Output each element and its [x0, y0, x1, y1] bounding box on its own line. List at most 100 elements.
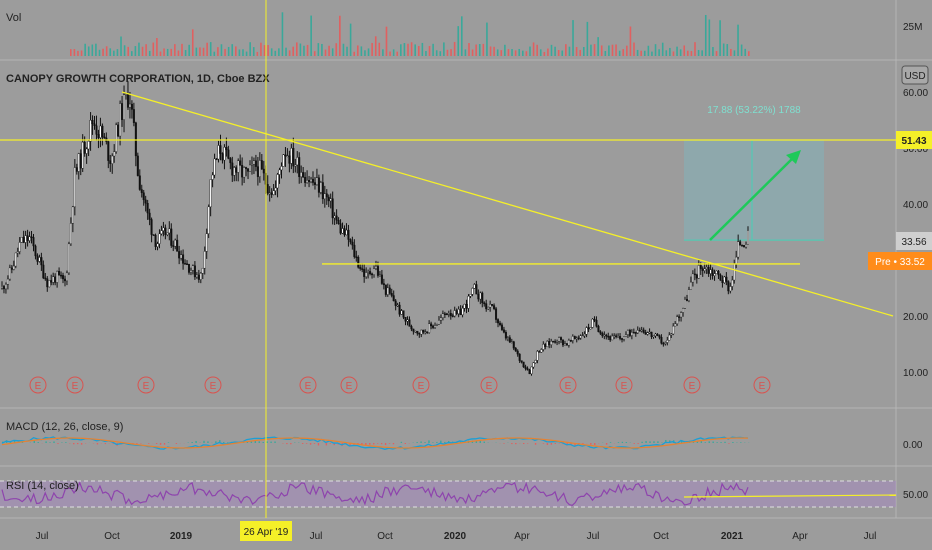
- volume-bar: [748, 51, 750, 56]
- candle-body: [343, 228, 346, 236]
- macd-histogram-bar: [309, 443, 312, 445]
- candle-body: [715, 270, 718, 274]
- macd-histogram-bar: [459, 440, 462, 443]
- candle-body: [532, 362, 535, 368]
- candle-body: [581, 335, 584, 337]
- volume-bar: [539, 49, 542, 56]
- volume-bar: [683, 45, 686, 56]
- volume-bar: [565, 44, 567, 56]
- volume-bar: [432, 43, 434, 56]
- volume-bar: [461, 16, 463, 56]
- candle-body: [71, 206, 74, 224]
- candle-body: [481, 292, 484, 304]
- macd-histogram-bar: [333, 443, 335, 446]
- volume-bar: [568, 46, 571, 56]
- macd-histogram-bar: [226, 442, 229, 443]
- volume-bar: [618, 50, 621, 56]
- earnings-marker-label: E: [35, 381, 42, 392]
- volume-bar: [245, 51, 248, 56]
- macd-histogram-bar: [515, 443, 517, 445]
- macd-histogram-bar: [641, 441, 643, 443]
- volume-bar: [428, 46, 431, 56]
- volume-bar: [328, 45, 330, 56]
- volume-bar: [317, 43, 320, 56]
- candle-body: [254, 160, 257, 167]
- candle-body: [38, 257, 41, 262]
- candle-body: [136, 155, 139, 176]
- volume-bar: [321, 43, 323, 56]
- candle-body: [268, 192, 271, 194]
- currency-button[interactable]: [901, 65, 929, 85]
- macd-histogram-bar: [207, 441, 209, 443]
- candle-body: [313, 182, 316, 185]
- candle-body: [579, 335, 582, 339]
- macd-histogram-bar: [428, 440, 430, 443]
- candle-body: [392, 295, 395, 302]
- volume-bar: [166, 48, 169, 56]
- macd-histogram-bar: [479, 440, 481, 443]
- volume-bar: [174, 44, 176, 56]
- macd-histogram-bar: [708, 441, 710, 443]
- candle-body: [554, 341, 557, 343]
- chart-title: CANOPY GROWTH CORPORATION, 1D, Cboe BZX: [6, 73, 270, 85]
- price-axis-tick: 10.00: [903, 368, 928, 379]
- candle-body: [583, 334, 586, 336]
- candle-body: [144, 199, 147, 204]
- volume-bar: [331, 48, 334, 56]
- volume-bar: [661, 42, 664, 56]
- candle-body: [418, 333, 421, 335]
- candle-body: [528, 369, 531, 375]
- volume-bar: [152, 42, 155, 56]
- macd-histogram-bar: [448, 440, 450, 443]
- candle-body: [626, 330, 629, 335]
- macd-histogram-bar: [436, 441, 438, 443]
- earnings-marker: [66, 376, 84, 394]
- candle-body: [75, 167, 78, 172]
- volume-bar: [586, 21, 589, 56]
- candle-body: [420, 329, 423, 335]
- candle-body: [652, 335, 655, 338]
- candle-body: [304, 177, 307, 183]
- candle-body: [672, 325, 675, 335]
- drawings-group: [0, 91, 896, 317]
- candle-body: [601, 333, 604, 337]
- macd-histogram-bar: [665, 439, 667, 443]
- volume-bar: [471, 49, 474, 56]
- volume-bar: [704, 14, 707, 56]
- candle-body: [365, 272, 368, 277]
- volume-bar: [77, 50, 79, 56]
- volume-bar: [353, 51, 355, 56]
- candle-body: [607, 336, 610, 338]
- candle-body: [95, 125, 98, 135]
- macd-histogram-bar: [53, 441, 55, 443]
- candle-body: [589, 327, 592, 330]
- volume-bar: [679, 49, 682, 56]
- macd-histogram-bar: [361, 443, 363, 446]
- candle-body: [384, 284, 387, 295]
- time-axis-tick: 2021: [721, 531, 744, 542]
- volume-bar: [270, 48, 273, 56]
- macd-histogram-bar: [511, 443, 513, 445]
- volume-bar: [360, 46, 363, 56]
- volume-bar: [84, 43, 86, 56]
- volume-bar: [525, 51, 528, 56]
- candle-body: [737, 241, 740, 258]
- time-axis-tick: Oct: [653, 531, 669, 542]
- macd-histogram-bar: [49, 442, 51, 443]
- volume-bar: [392, 49, 395, 56]
- volume-bar: [446, 49, 449, 56]
- candle-body: [182, 254, 185, 264]
- candle-body: [302, 172, 305, 178]
- earnings-marker: [480, 376, 498, 394]
- earnings-marker: [753, 376, 771, 394]
- candle-body: [56, 270, 59, 283]
- candle-body: [648, 331, 651, 334]
- volume-bar: [561, 50, 564, 56]
- candle-body: [587, 327, 590, 330]
- candle-body: [408, 319, 411, 327]
- candle-body: [443, 313, 446, 315]
- candle-body: [729, 286, 732, 292]
- macd-histogram-bar: [617, 442, 620, 443]
